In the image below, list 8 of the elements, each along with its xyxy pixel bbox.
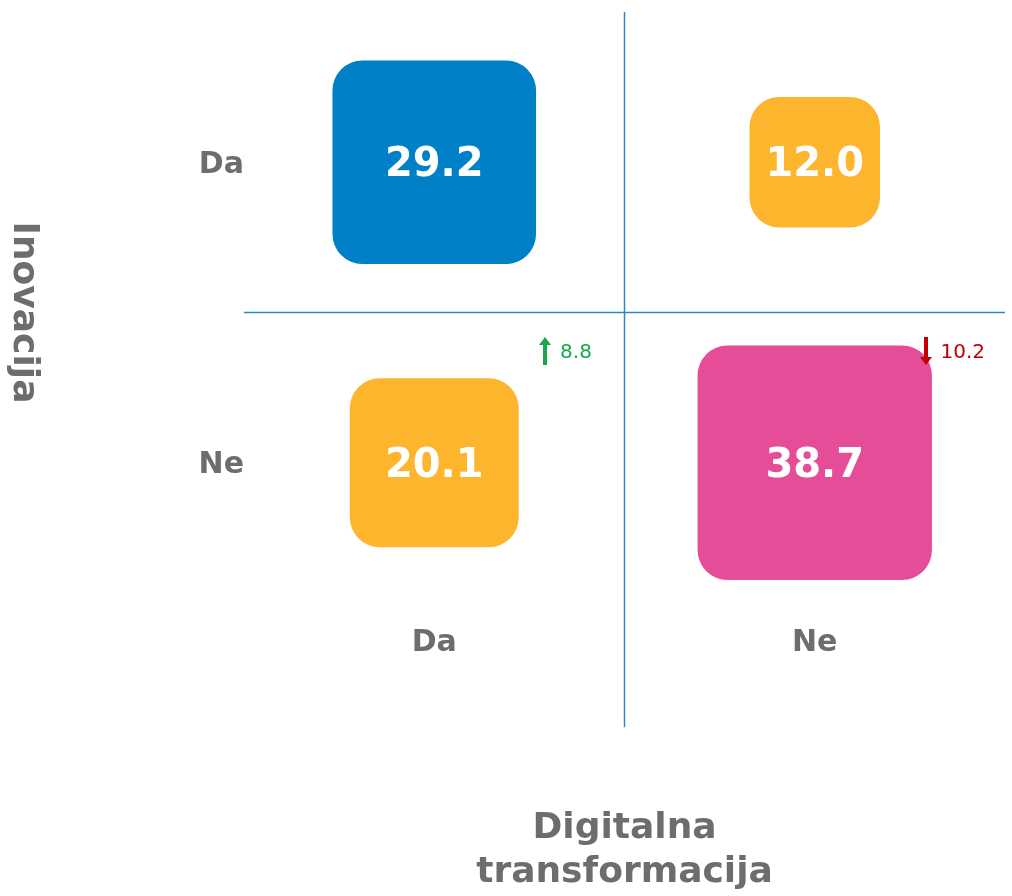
- x-axis-title: Digitalna transformacija: [476, 804, 773, 890]
- y-axis-title: Inovacija: [5, 221, 47, 404]
- data-label: 29.2: [384, 139, 484, 186]
- annotation: 10.2: [940, 338, 986, 363]
- data-label: 12.0: [765, 139, 865, 186]
- data-label: 20.1: [384, 439, 484, 486]
- data-label: 38.7: [765, 439, 865, 486]
- annotation: 8.8: [560, 338, 592, 363]
